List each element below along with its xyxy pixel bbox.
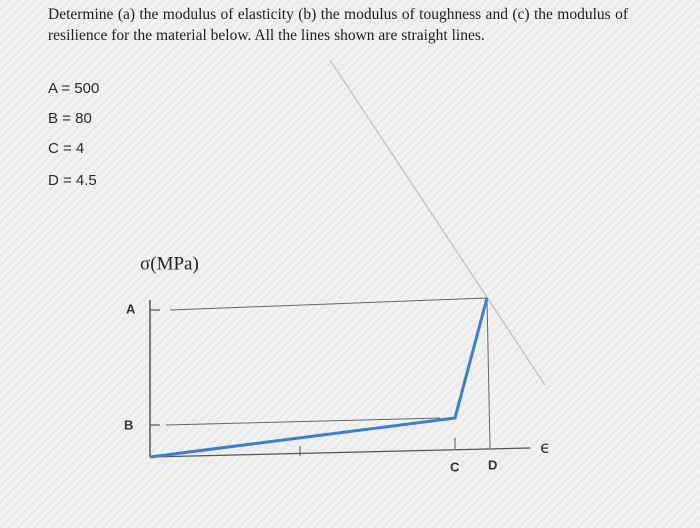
given: D = 4.5	[48, 172, 97, 189]
guide-line	[486, 297, 491, 449]
guide-line	[165, 417, 441, 426]
x-axis-label: ϵ	[540, 438, 550, 458]
problem-text: Determine (a) the modulus of elasticity …	[48, 6, 628, 44]
guide-line	[169, 297, 488, 311]
crease	[329, 59, 546, 386]
given: B = 80	[48, 110, 92, 127]
x-axis	[149, 447, 531, 458]
given: C = 4	[48, 140, 85, 157]
stress-strain-curve	[149, 297, 489, 459]
point-label: D	[488, 457, 497, 472]
given: A = 500	[48, 80, 100, 97]
point-label: A	[126, 301, 136, 316]
point-label: C	[450, 459, 460, 474]
point-label: B	[124, 417, 133, 432]
y-axis-label: σ(MPa)	[140, 253, 199, 274]
